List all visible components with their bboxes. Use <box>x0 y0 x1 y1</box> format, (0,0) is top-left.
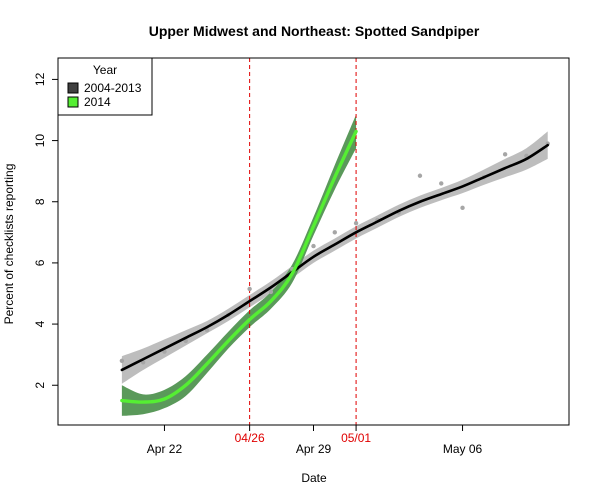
data-point-0-0 <box>119 358 125 363</box>
data-point-0-18 <box>502 152 508 157</box>
fit-lines <box>120 129 550 404</box>
x-axis: 04/26 05/01 Apr 22 Apr 29 May 06 <box>147 425 483 456</box>
legend-label-2004-2013: 2004-2013 <box>84 81 142 95</box>
x-tick-label-2: May 06 <box>443 442 483 456</box>
x-tick-label-1: Apr 29 <box>296 442 332 456</box>
data-point-0-14 <box>417 173 423 178</box>
legend-title: Year <box>93 63 117 77</box>
legend-swatch-2004-2013 <box>67 82 79 94</box>
y-tick-label-3: 8 <box>33 198 47 205</box>
y-tick-label-2: 6 <box>33 259 47 266</box>
data-point-0-10 <box>332 230 337 235</box>
data-point-0-16 <box>460 205 465 211</box>
reference-lines <box>249 58 357 425</box>
fit-line-0 <box>120 143 550 372</box>
legend-label-2014: 2014 <box>84 95 111 109</box>
y-tick-label-1: 4 <box>33 320 47 327</box>
confidence-band-1 <box>121 114 357 416</box>
y-tick-label-5: 12 <box>33 72 47 86</box>
y-axis: 2 4 6 8 10 12 <box>33 72 58 389</box>
data-point-0-15 <box>439 181 444 186</box>
y-tick-label-0: 2 <box>33 382 47 389</box>
legend: Year 2004-2013 2014 <box>57 57 153 116</box>
reference-label-1: 05/01 <box>341 431 371 445</box>
confidence-bands <box>121 114 548 416</box>
x-tick-label-0: Apr 22 <box>147 442 183 456</box>
legend-swatch-2014 <box>67 96 79 108</box>
data-point-0-9 <box>311 243 316 249</box>
chart-title: Upper Midwest and Northeast: Spotted San… <box>149 23 480 39</box>
data-point-0-7 <box>268 289 274 295</box>
data-point-0-11 <box>353 220 359 226</box>
fit-line-1 <box>120 129 358 404</box>
x-axis-label: Date <box>301 471 327 485</box>
y-tick-label-4: 10 <box>33 134 47 148</box>
data-point-0-6 <box>247 286 252 292</box>
reference-label-0: 04/26 <box>235 431 265 445</box>
y-axis-label: Percent of checklists reporting <box>2 164 16 325</box>
